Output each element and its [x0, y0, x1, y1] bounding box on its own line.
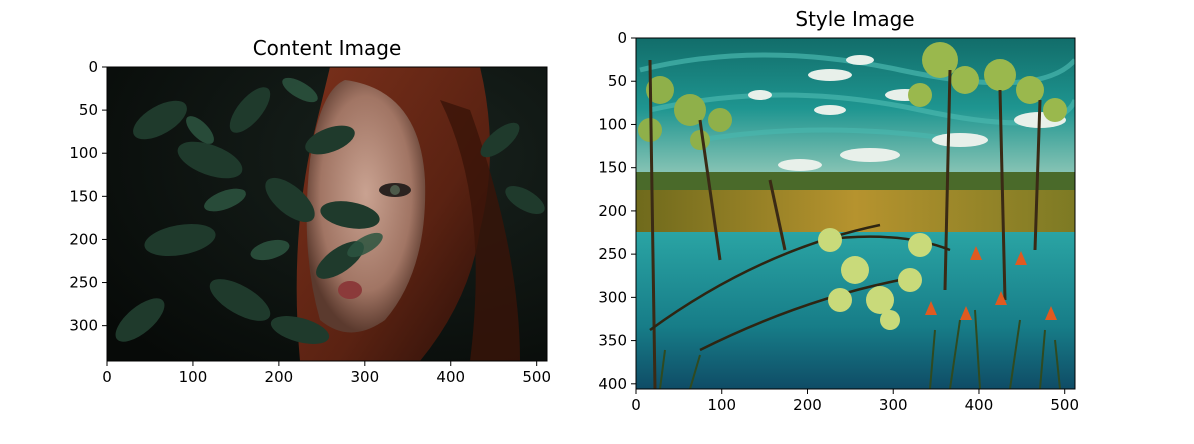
- style-image-y-tick-label: 150: [598, 159, 627, 177]
- content-image-x-tick-label: 400: [436, 368, 465, 386]
- content-image-y-tick-label: 200: [69, 230, 98, 248]
- style-image-y-tick-label: 100: [598, 115, 627, 133]
- style-image-panel: Style Image: [598, 7, 1079, 414]
- content-image: [107, 67, 547, 361]
- content-image-title: Content Image: [253, 36, 402, 60]
- style-image-x-tick-label: 100: [707, 396, 736, 414]
- content-image-y-tick-label: 50: [79, 101, 98, 119]
- content-image-y-tick-label: 250: [69, 274, 98, 292]
- content-image-x-tick-label: 300: [350, 368, 379, 386]
- content-image-x-tick-label: 100: [179, 368, 208, 386]
- style-image-x-tick-label: 300: [879, 396, 908, 414]
- content-image-y-tick-label: 150: [69, 187, 98, 205]
- content-image-x-tick-label: 0: [102, 368, 112, 386]
- style-image-x-tick-label: 200: [793, 396, 822, 414]
- content-image-x-tick-label: 200: [265, 368, 294, 386]
- style-image-x-tick-label: 0: [631, 396, 641, 414]
- style-image-y-tick-label: 400: [598, 375, 627, 393]
- content-image-y-tick-label: 0: [88, 58, 98, 76]
- style-image-y-tick-label: 0: [617, 29, 627, 47]
- style-image-y-tick-label: 250: [598, 245, 627, 263]
- style-image-y-tick-label: 50: [608, 72, 627, 90]
- content-image-y-tick-label: 300: [69, 317, 98, 335]
- style-image-ticks: 0 100 200 300 400 500 0 50 100 150 200 250 300 350 400: [598, 29, 1079, 414]
- content-image-x-tick-label: 500: [522, 368, 551, 386]
- content-image-y-tick-label: 100: [69, 144, 98, 162]
- style-image-x-tick-label: 400: [965, 396, 994, 414]
- style-image-y-tick-label: 300: [598, 288, 627, 306]
- content-image-panel: Content Image: [69, 36, 551, 386]
- style-image-x-tick-label: 500: [1050, 396, 1079, 414]
- style-image: [636, 38, 1075, 389]
- style-image-y-tick-label: 350: [598, 332, 627, 350]
- style-image-title: Style Image: [795, 7, 914, 31]
- content-image-ticks: 0 100 200 300 400 500 0 50 100 150 200 250 300: [69, 58, 551, 386]
- style-image-y-tick-label: 200: [598, 202, 627, 220]
